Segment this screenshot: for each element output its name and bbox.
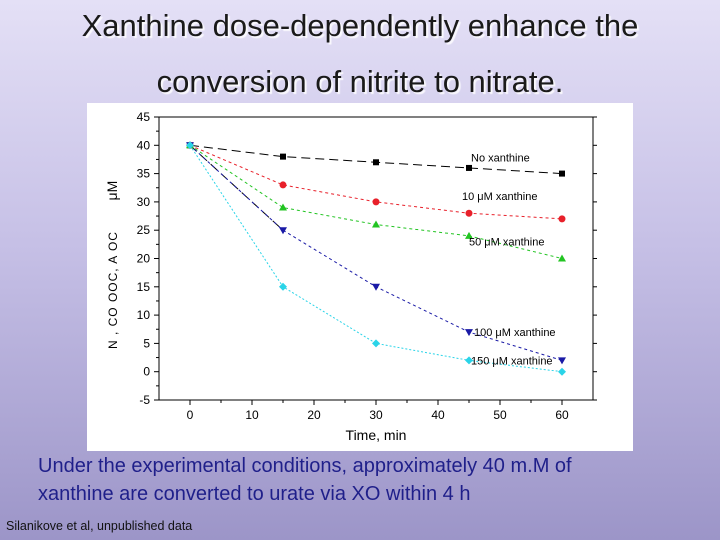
slide-title-line1: Xanthine dose-dependently enhance the — [81, 8, 639, 43]
series-label: 150 μM xanthine — [471, 355, 553, 367]
y-tick-label: 15 — [137, 280, 151, 294]
data-point — [279, 203, 287, 211]
data-point — [186, 141, 194, 150]
y-tick-label: -5 — [139, 393, 150, 407]
y-tick-label: 35 — [137, 167, 151, 181]
y-tick-label: 20 — [137, 252, 151, 266]
data-point — [558, 254, 566, 262]
slide-title-line2: conversion of nitrite to nitrate. — [156, 64, 564, 99]
y-tick-label: 30 — [137, 195, 151, 209]
series-label: 50 μM xanthine — [469, 237, 544, 249]
x-tick-label: 30 — [369, 408, 383, 422]
x-tick-label: 20 — [307, 408, 321, 422]
data-point — [372, 220, 380, 228]
data-point — [372, 339, 380, 348]
x-tick-label: 10 — [245, 408, 259, 422]
x-tick-label: 40 — [431, 408, 445, 422]
y-tick-label: 0 — [143, 365, 150, 379]
series-label: 100 μM xanthine — [474, 327, 556, 339]
series-line — [189, 145, 563, 373]
data-point — [279, 181, 287, 189]
y-tick-label: 40 — [137, 138, 151, 152]
data-point — [558, 357, 566, 365]
y-tick-label: 45 — [137, 110, 151, 124]
x-tick-label: 0 — [187, 408, 194, 422]
data-point — [465, 209, 473, 217]
data-point — [558, 215, 566, 223]
x-tick-label: 50 — [493, 408, 507, 422]
data-point — [465, 231, 473, 239]
data-point — [279, 282, 287, 291]
y-tick-label: 25 — [137, 223, 151, 237]
data-point — [373, 159, 379, 166]
y-tick-label: 5 — [143, 336, 150, 350]
data-point — [558, 367, 566, 376]
data-point — [465, 329, 473, 337]
source-credit: Silanikove et al, unpublished data — [6, 519, 193, 533]
series-line — [189, 144, 563, 220]
data-point — [372, 283, 380, 291]
caption: Under the experimental conditions, appro… — [38, 452, 698, 508]
y-axis-label-fragment: N , CO OOC, A OC — [106, 231, 120, 349]
chart-panel: -5 0 5 10 15 20 25 30 35 40 45 0 10 20 30 40 50 60 Time, m… — [87, 103, 633, 451]
data-point — [372, 198, 380, 206]
y-axis-label: μM — [104, 181, 120, 201]
data-point — [559, 170, 565, 177]
x-axis-label: Time, min — [346, 427, 407, 443]
series-label: No xanthine — [471, 153, 530, 165]
caption-line1: Under the experimental conditions, appro… — [38, 455, 572, 477]
data-point — [280, 153, 286, 160]
data-point — [465, 356, 473, 365]
x-tick-label: 60 — [555, 408, 569, 422]
line-chart: -5 0 5 10 15 20 25 30 35 40 45 0 10 20 30 40 50 60 Time, m… — [104, 110, 597, 443]
y-tick-label: 10 — [137, 308, 151, 322]
data-point — [466, 164, 472, 171]
data-point — [279, 227, 287, 235]
caption-line2: xanthine are converted to urate via XO w… — [38, 483, 471, 505]
series-label: 10 μM xanthine — [462, 191, 537, 203]
